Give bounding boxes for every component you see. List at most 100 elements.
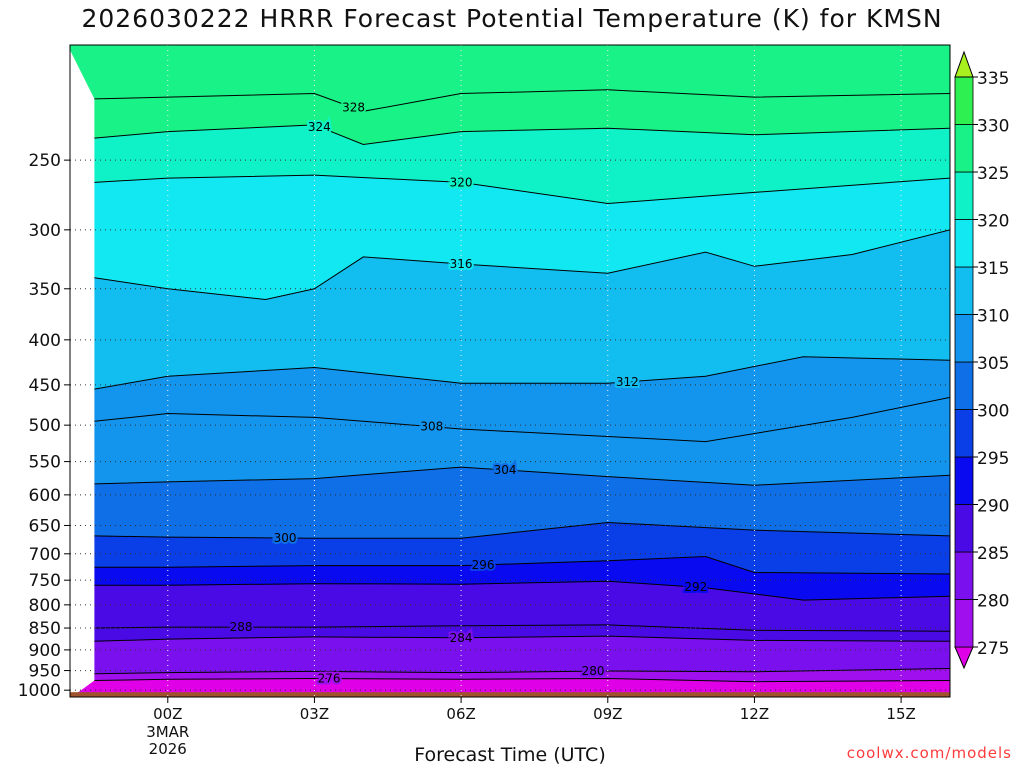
colorbar-max-arrow	[954, 50, 974, 78]
y-tick-label: 450	[29, 376, 61, 396]
isentrope-280	[94, 668, 950, 675]
theta-band-324	[94, 89, 950, 145]
colorbar-label: 330	[977, 117, 1009, 137]
chart-title: 2026030222 HRRR Forecast Potential Tempe…	[81, 4, 943, 33]
isentrope-312	[94, 356, 950, 390]
ground-fill	[70, 692, 950, 697]
contour-label-280: 280	[582, 664, 605, 678]
colorbar-label: 325	[977, 164, 1009, 184]
x-tick-label: 09Z	[593, 705, 622, 723]
contour-label-316: 316	[450, 257, 473, 271]
colorbar-label: 280	[977, 592, 1009, 612]
colorbar-label: 320	[977, 212, 1009, 232]
y-tick-label: 400	[29, 331, 61, 351]
contour-label-308: 308	[420, 420, 443, 434]
contour-label-284: 284	[450, 631, 473, 645]
theta-band-292	[94, 556, 950, 601]
colorbar-label: 315	[977, 259, 1009, 279]
colorbar-swatch	[954, 171, 974, 220]
colorbar-label: 275	[977, 639, 1009, 659]
y-tick-label: 650	[29, 516, 61, 536]
ground	[70, 692, 950, 697]
isentrope-292	[94, 580, 950, 601]
y-tick-label: 800	[29, 596, 61, 616]
y-tick-label: 700	[29, 545, 61, 565]
colorbar-label: 310	[977, 307, 1009, 327]
contour-label-304: 304	[494, 463, 517, 477]
isentrope-276	[94, 677, 950, 683]
colorbar-swatch	[954, 314, 974, 363]
theta-band-300	[94, 467, 950, 539]
x-tick-label: 12Z	[740, 705, 769, 723]
theta-band-328	[70, 45, 950, 112]
y-tick-label: 250	[29, 151, 61, 171]
colorbar-label: 285	[977, 544, 1009, 564]
isentrope-324	[94, 124, 950, 146]
theta-band-296	[94, 522, 950, 574]
y-tick-label: 750	[29, 571, 61, 591]
grid	[70, 45, 950, 697]
colorbar: 275 280 285 290 295 300 305 310 315 320 325 330 335	[954, 50, 1009, 670]
colorbar-label: 335	[977, 69, 1009, 89]
contour-label-328: 328	[342, 101, 365, 115]
colorbar-label: 305	[977, 354, 1009, 374]
colorbar-label: 300	[977, 402, 1009, 422]
y-axis: 2503003504004505005506006507007508008509…	[18, 151, 70, 701]
colorbar-swatch	[954, 551, 974, 600]
contour-label-320: 320	[450, 175, 473, 189]
y-tick-label: 300	[29, 221, 61, 241]
contour-label-312: 312	[616, 375, 639, 389]
colorbar-swatch	[954, 504, 974, 553]
colorbar-swatch	[954, 76, 974, 125]
isentrope-320	[94, 174, 950, 205]
colorbar-label: 290	[977, 497, 1009, 517]
x-tick-label: 03Z	[300, 705, 329, 723]
theta-band-304	[94, 397, 950, 486]
x-tick-sublabel: 2026	[149, 740, 187, 758]
colorbar-swatch	[954, 456, 974, 505]
theta-band-288	[94, 581, 950, 632]
y-tick-label: 950	[29, 662, 61, 682]
y-tick-label: 900	[29, 641, 61, 661]
theta-band-320	[94, 124, 950, 204]
theta-bands	[70, 45, 950, 697]
x-axis-label: Forecast Time (UTC)	[414, 744, 606, 766]
y-tick-label: 500	[29, 416, 61, 436]
y-tick-label: 350	[29, 280, 61, 300]
plot-frame	[69, 44, 951, 698]
x-tick-label: 00Z	[153, 705, 182, 723]
colorbar-label: 295	[977, 449, 1009, 469]
credit-link[interactable]: coolwx.com/models	[846, 744, 1012, 762]
y-tick-label: 600	[29, 486, 61, 506]
x-tick-label: 15Z	[886, 705, 915, 723]
theta-band-284	[94, 624, 950, 642]
contour-labels: 276 280 284 288 292 296 300 304 308 312 316 320 324 3…	[228, 99, 710, 688]
colorbar-swatch	[954, 409, 974, 458]
x-tick-sublabel: 3MAR	[146, 723, 189, 741]
theta-band-316	[94, 175, 950, 300]
contour-label-300: 300	[274, 531, 297, 545]
colorbar-swatch	[954, 266, 974, 315]
colorbar-swatch	[954, 361, 974, 410]
colorbar-min-arrow	[954, 646, 974, 670]
colorbar-swatch	[954, 124, 974, 173]
isentrope-316	[94, 229, 950, 301]
isentrope-308	[94, 396, 950, 443]
colorbar-swatch	[954, 219, 974, 268]
contour-label-292: 292	[684, 580, 707, 594]
contour-label-296: 296	[472, 558, 495, 572]
theta-band-280	[94, 636, 950, 674]
isentrope-328	[94, 89, 950, 112]
y-tick-label: 850	[29, 619, 61, 639]
y-tick-label: 1000	[18, 681, 61, 701]
isentrope-296	[94, 555, 950, 575]
theta-band-312	[94, 229, 950, 390]
x-tick-label: 06Z	[446, 705, 475, 723]
contour-label-276: 276	[318, 672, 341, 686]
colorbar-swatch	[954, 599, 974, 648]
theta-band-308	[94, 356, 950, 442]
contour-label-324: 324	[308, 120, 331, 134]
contour-label-288: 288	[230, 620, 253, 634]
